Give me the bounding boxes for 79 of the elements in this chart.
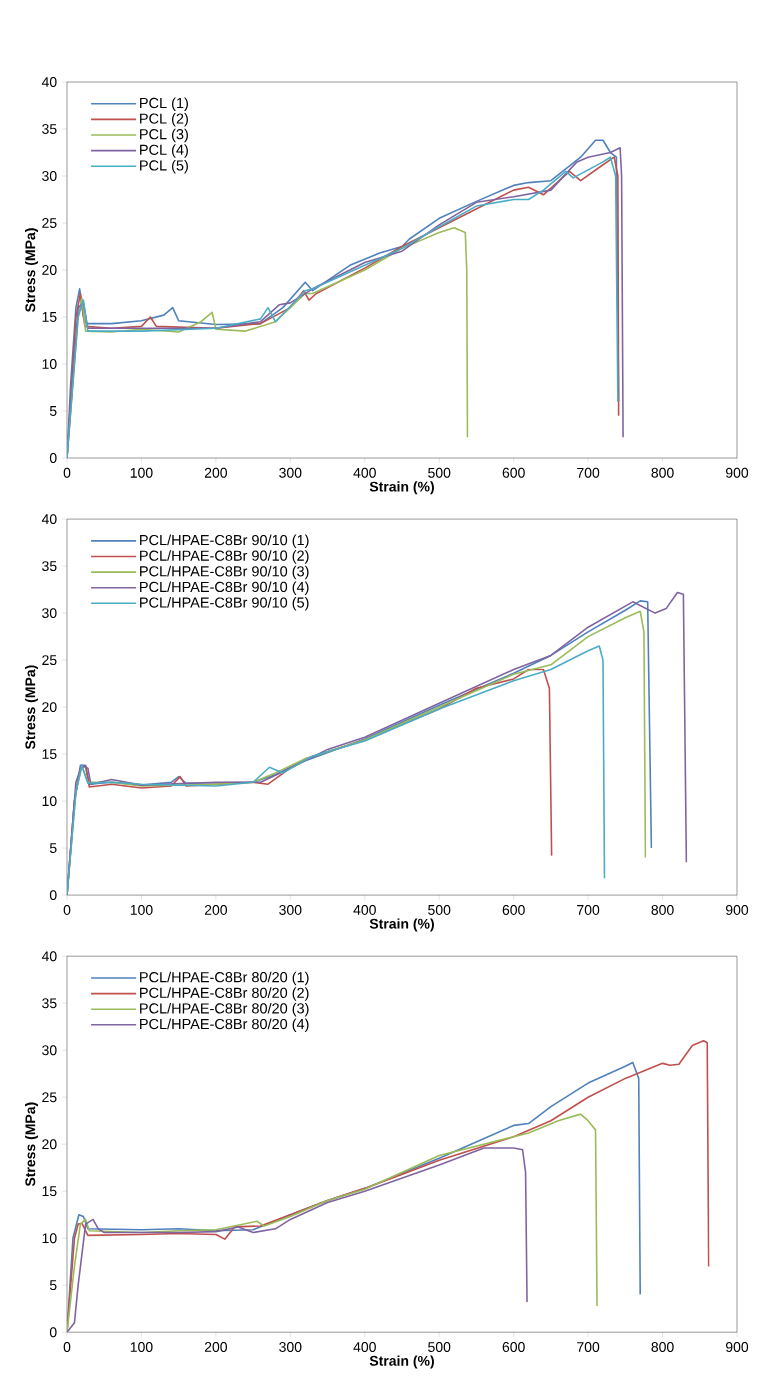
x-tick-label: 500 <box>428 904 451 915</box>
x-tick-label: 400 <box>353 904 376 915</box>
y-tick-label: 5 <box>49 843 57 853</box>
x-tick-label: 900 <box>725 467 749 478</box>
x-axis-title: Strain (%) <box>369 481 434 495</box>
y-tick-label: 10 <box>42 796 57 807</box>
legend-label: PCL/HPAE-C8Br 90/10 (1) <box>140 534 309 549</box>
y-tick-label: 10 <box>42 359 57 369</box>
x-axis-title: Strain (%) <box>369 1355 434 1369</box>
x-tick-label: 800 <box>651 467 674 478</box>
x-tick-label: 200 <box>204 467 228 478</box>
y-axis-title: Stress (MPa) <box>24 1102 39 1187</box>
x-tick-label: 200 <box>204 1342 228 1352</box>
y-axis-title: Stress (MPa) <box>24 228 39 312</box>
x-tick-label: 200 <box>204 904 228 915</box>
x-axis-title: Strain (%) <box>369 918 434 932</box>
x-tick-label: 100 <box>130 1342 153 1352</box>
x-tick-label: 0 <box>63 904 71 915</box>
y-tick-label: 40 <box>41 514 57 525</box>
x-tick-label: 900 <box>725 1342 749 1352</box>
legend-label: PCL (4) <box>140 144 188 158</box>
y-tick-label: 20 <box>42 1139 57 1150</box>
x-tick-label: 700 <box>577 904 600 915</box>
x-tick-label: 100 <box>130 904 153 915</box>
y-tick-label: 20 <box>42 702 57 713</box>
y-tick-label: 15 <box>42 312 57 322</box>
legend-label: PCL/HPAE-C8Br 90/10 (4) <box>140 581 309 595</box>
y-tick-label: 30 <box>42 171 57 181</box>
y-tick-label: 30 <box>42 608 57 619</box>
legend-label: PCL/HPAE-C8Br 80/20 (2) <box>140 987 309 1001</box>
y-tick-label: 35 <box>42 998 57 1009</box>
y-tick-label: 15 <box>42 1186 57 1197</box>
y-tick-label: 35 <box>42 124 57 134</box>
y-tick-label: 25 <box>42 218 57 228</box>
x-tick-label: 100 <box>130 467 153 478</box>
y-tick-label: 25 <box>42 655 57 666</box>
legend-label: PCL/HPAE-C8Br 80/20 (4) <box>140 1018 309 1033</box>
x-tick-label: 300 <box>279 904 302 915</box>
y-tick-label: 20 <box>42 265 57 275</box>
x-tick-label: 400 <box>353 1342 376 1352</box>
y-axis-title: Stress (MPa) <box>24 665 39 750</box>
x-tick-label: 300 <box>279 467 302 478</box>
line-series <box>67 645 606 896</box>
x-tick-label: 500 <box>428 1342 451 1352</box>
y-tick-label: 40 <box>41 77 57 87</box>
legend-label: PCL (1) <box>140 97 188 111</box>
y-tick-label: 35 <box>42 561 57 572</box>
x-tick-label: 700 <box>577 1342 600 1352</box>
x-tick-label: 600 <box>502 904 525 915</box>
x-tick-label: 500 <box>428 467 451 478</box>
legend-label: PCL/HPAE-C8Br 90/10 (3) <box>140 565 309 580</box>
x-tick-label: 300 <box>279 1342 302 1352</box>
legend-label: PCL/HPAE-C8Br 90/10 (2) <box>140 550 309 564</box>
y-tick-label: 0 <box>49 890 57 901</box>
x-tick-label: 400 <box>353 467 376 478</box>
x-tick-label: 600 <box>502 467 525 478</box>
y-tick-label: 5 <box>49 406 57 416</box>
x-tick-label: 0 <box>63 1342 71 1352</box>
y-tick-label: 30 <box>42 1045 57 1056</box>
x-tick-label: 800 <box>651 1342 674 1352</box>
y-tick-label: 0 <box>49 453 57 463</box>
line-series <box>67 1113 598 1333</box>
legend-label: PCL/HPAE-C8Br 80/20 (3) <box>140 1002 309 1017</box>
legend-label: PCL/HPAE-C8Br 80/20 (1) <box>140 971 309 986</box>
x-tick-label: 800 <box>651 904 674 915</box>
y-tick-label: 15 <box>42 749 57 759</box>
x-tick-label: 700 <box>577 467 600 478</box>
legend-label: PCL/HPAE-C8Br 90/10 (5) <box>140 597 309 611</box>
x-tick-label: 600 <box>502 1342 525 1352</box>
x-tick-label: 0 <box>63 467 71 478</box>
y-tick-label: 25 <box>42 1092 57 1103</box>
y-tick-label: 40 <box>41 951 57 962</box>
x-tick-label: 900 <box>725 904 749 915</box>
y-tick-label: 5 <box>49 1280 57 1291</box>
y-tick-label: 10 <box>42 1233 57 1244</box>
legend-label: PCL (3) <box>140 128 188 143</box>
legend-label: PCL (5) <box>140 159 188 174</box>
legend-label: PCL (2) <box>140 113 188 127</box>
y-tick-label: 0 <box>49 1327 57 1338</box>
